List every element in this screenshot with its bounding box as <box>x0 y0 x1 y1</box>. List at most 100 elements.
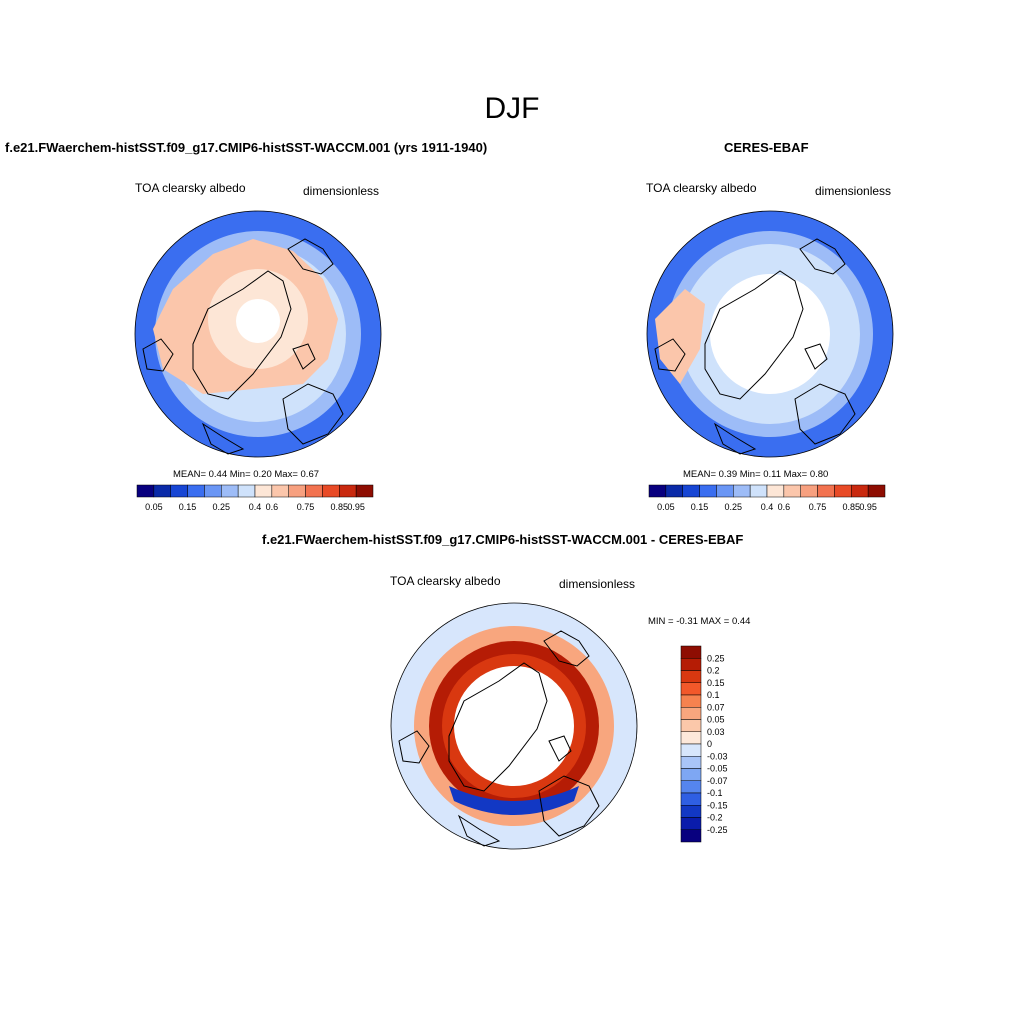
colorbar-box <box>749 484 768 498</box>
colorbar-box <box>680 805 702 818</box>
panel2-units: dimensionless <box>815 184 892 198</box>
colorbar-tick-label: 0 <box>707 739 712 749</box>
colorbar-box <box>680 829 702 843</box>
colorbar-box <box>680 645 702 659</box>
colorbar-box <box>800 484 818 498</box>
colorbar-box <box>680 780 702 794</box>
colorbar-tick-label: -0.07 <box>707 776 728 786</box>
colorbar-box <box>867 484 886 498</box>
panel2-polar-map <box>646 210 894 458</box>
colorbar-box <box>355 484 374 498</box>
colorbar-tick-label: 0.95 <box>859 502 877 512</box>
colorbar-box <box>680 682 702 696</box>
panel3-title: f.e21.FWaerchem-histSST.f09_g17.CMIP6-hi… <box>262 532 744 547</box>
coastline <box>457 814 501 847</box>
colorbar-box <box>682 484 700 498</box>
colorbar-box <box>680 817 702 830</box>
colorbar-box <box>339 484 357 498</box>
colorbar-tick-label: 0.1 <box>707 690 720 700</box>
coastline <box>448 662 548 792</box>
missing-data <box>454 666 574 786</box>
colorbar-tick-label: 0.4 <box>249 502 262 512</box>
coastline <box>548 735 572 762</box>
missing-data <box>236 299 280 343</box>
panel1-colorbar: 0.05 0.15 0.25 0.4 0.6 0.75 0.85 0.95 <box>136 484 374 512</box>
colorbar-box <box>680 768 702 781</box>
map-border <box>134 210 382 458</box>
coastline <box>398 730 430 764</box>
coastline <box>201 422 245 455</box>
colorbar-tick-label: 0.03 <box>707 727 725 737</box>
colorbar-tick-label: 0.05 <box>707 715 725 725</box>
colorbar-box <box>680 707 702 720</box>
colorbar-tick-label: 0.85 <box>331 502 349 512</box>
colorbar-box <box>237 484 256 498</box>
panel1-units: dimensionless <box>303 184 380 198</box>
colorbar-tick-label: 0.05 <box>657 502 675 512</box>
colorbar-box <box>170 484 188 498</box>
panel1-variable: TOA clearsky albedo <box>135 181 246 195</box>
colorbar-tick-label: 0.25 <box>213 502 231 512</box>
colorbar-box <box>271 484 289 498</box>
missing-data <box>710 274 830 394</box>
colorbar-box <box>783 484 801 498</box>
colorbar-box <box>204 484 222 498</box>
colorbar-tick-label: 0.07 <box>707 702 725 712</box>
coastline <box>713 422 757 455</box>
colorbar-box <box>680 670 702 683</box>
colorbar-box <box>680 756 702 769</box>
coastline <box>794 383 856 445</box>
colorbar-tick-label: 0.6 <box>266 502 279 512</box>
colorbar-box <box>680 743 702 757</box>
coastline <box>142 338 174 372</box>
colorbar-tick-label: -0.15 <box>707 800 728 810</box>
colorbar-tick-label: 0.75 <box>809 502 827 512</box>
colorbar-tick-label: 0.15 <box>707 678 725 688</box>
map-layers <box>390 602 638 850</box>
figure-title: DJF <box>484 92 540 125</box>
panel3-variable: TOA clearsky albedo <box>390 574 501 588</box>
colorbar-box <box>680 792 702 806</box>
colorbar-tick-label: -0.2 <box>707 813 723 823</box>
colorbar-tick-label: 0.95 <box>347 502 365 512</box>
panel3-units: dimensionless <box>559 577 636 591</box>
colorbar-tick-label: 0.4 <box>761 502 774 512</box>
colorbar-tick-label: -0.1 <box>707 788 723 798</box>
colorbar-tick-label: 0.85 <box>843 502 861 512</box>
colorbar-tick-label: -0.05 <box>707 764 728 774</box>
colorbar-box <box>680 658 702 671</box>
colorbar-box <box>221 484 239 498</box>
coastline <box>804 343 828 370</box>
colorbar-tick-label: 0.75 <box>297 502 315 512</box>
colorbar-box <box>834 484 852 498</box>
panel2-colorbar: 0.05 0.15 0.25 0.4 0.6 0.75 0.85 0.95 <box>648 484 886 512</box>
colorbar-box <box>153 484 171 498</box>
colorbar-box <box>699 484 717 498</box>
colorbar-box <box>733 484 751 498</box>
panel2-title: CERES-EBAF <box>724 140 809 155</box>
coastline <box>282 383 344 445</box>
colorbar-tick-label: 0.25 <box>707 653 725 663</box>
map-border <box>390 602 638 850</box>
colorbar-box <box>680 731 702 745</box>
panel1-polar-map <box>134 210 382 458</box>
colorbar-box <box>187 484 205 498</box>
coastline <box>704 270 804 400</box>
colorbar-tick-label: 0.15 <box>179 502 197 512</box>
panel2-stats: MEAN= 0.39 Min= 0.11 Max= 0.80 <box>683 469 829 480</box>
colorbar-box <box>817 484 835 498</box>
coastline <box>799 238 846 275</box>
colorbar-box <box>680 694 702 708</box>
panel1-stats: MEAN= 0.44 Min= 0.20 Max= 0.67 <box>173 469 320 480</box>
negative-band <box>449 786 579 815</box>
colorbar-box <box>766 484 785 498</box>
colorbar-box <box>288 484 306 498</box>
colorbar-box <box>716 484 734 498</box>
panel1-title: f.e21.FWaerchem-histSST.f09_g17.CMIP6-hi… <box>5 140 488 155</box>
coastline <box>543 630 590 667</box>
colorbar-tick-label: 0.2 <box>707 666 720 676</box>
map-layers <box>646 210 894 458</box>
panel2-variable: TOA clearsky albedo <box>646 181 757 195</box>
colorbar-tick-label: 0.05 <box>145 502 163 512</box>
colorbar-box <box>680 719 702 732</box>
